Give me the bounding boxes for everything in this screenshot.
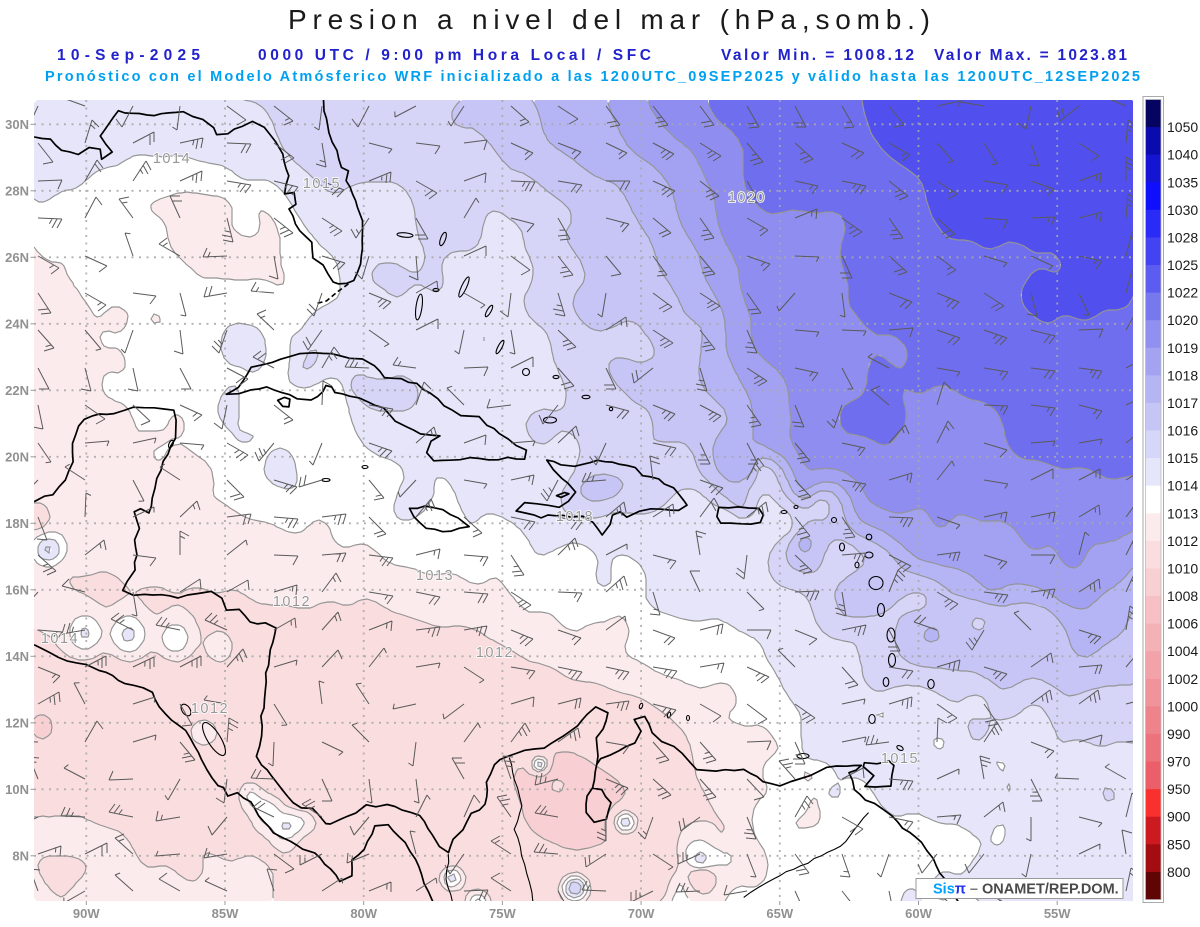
svg-text:30N: 30N — [5, 117, 29, 132]
svg-text:1004: 1004 — [1167, 643, 1198, 659]
svg-text:Presion a nivel del mar (hPa,s: Presion a nivel del mar (hPa,somb.) — [288, 4, 930, 35]
svg-text:75W: 75W — [489, 906, 516, 921]
svg-text:14N: 14N — [5, 649, 29, 664]
svg-text:1018: 1018 — [556, 509, 594, 525]
svg-text:1018: 1018 — [1167, 367, 1198, 383]
svg-text:1022: 1022 — [1167, 285, 1198, 301]
svg-text:1015: 1015 — [303, 176, 341, 192]
svg-text:970: 970 — [1167, 754, 1191, 770]
svg-text:1015: 1015 — [881, 751, 919, 767]
svg-text:24N: 24N — [5, 316, 29, 331]
svg-text:1014: 1014 — [153, 151, 191, 167]
svg-text:1012: 1012 — [476, 645, 514, 661]
svg-text:1017: 1017 — [1167, 395, 1198, 411]
svg-text:Valor Max. = 1023.81: Valor Max. = 1023.81 — [934, 47, 1127, 64]
svg-text:12N: 12N — [5, 715, 29, 730]
svg-text:28N: 28N — [5, 183, 29, 198]
svg-text:1000: 1000 — [1167, 698, 1198, 714]
svg-text:1019: 1019 — [1167, 340, 1198, 356]
svg-text:20N: 20N — [5, 449, 29, 464]
svg-text:60W: 60W — [905, 906, 932, 921]
svg-text:1028: 1028 — [1167, 229, 1198, 245]
svg-text:Sisπ – ONAMET/REP.DOM.: Sisπ – ONAMET/REP.DOM. — [933, 882, 1119, 898]
svg-text:1035: 1035 — [1167, 174, 1198, 190]
svg-text:1040: 1040 — [1167, 147, 1198, 163]
svg-text:1006: 1006 — [1167, 616, 1198, 632]
svg-text:10-Sep-2025: 10-Sep-2025 — [57, 47, 200, 64]
svg-text:990: 990 — [1167, 726, 1191, 742]
svg-text:1012: 1012 — [191, 701, 229, 717]
svg-text:1030: 1030 — [1167, 202, 1198, 218]
svg-text:1012: 1012 — [273, 594, 311, 610]
svg-text:850: 850 — [1167, 836, 1191, 852]
svg-text:1020: 1020 — [728, 190, 766, 206]
svg-text:18N: 18N — [5, 516, 29, 531]
svg-text:16N: 16N — [5, 582, 29, 597]
svg-text:1010: 1010 — [1167, 561, 1198, 577]
svg-text:1013: 1013 — [1167, 505, 1198, 521]
svg-text:Valor Min. = 1008.12: Valor Min. = 1008.12 — [721, 47, 914, 64]
svg-text:65W: 65W — [766, 906, 793, 921]
svg-text:1015: 1015 — [1167, 450, 1198, 466]
svg-text:10N: 10N — [5, 782, 29, 797]
svg-text:800: 800 — [1167, 864, 1191, 880]
svg-text:1008: 1008 — [1167, 588, 1198, 604]
svg-text:8N: 8N — [12, 848, 29, 863]
svg-text:900: 900 — [1167, 809, 1191, 825]
svg-text:1025: 1025 — [1167, 257, 1198, 273]
svg-text:1016: 1016 — [1167, 423, 1198, 439]
svg-text:90W: 90W — [73, 906, 100, 921]
svg-text:1012: 1012 — [1167, 533, 1198, 549]
svg-text:1002: 1002 — [1167, 671, 1198, 687]
svg-text:26N: 26N — [5, 250, 29, 265]
svg-text:80W: 80W — [350, 906, 377, 921]
svg-text:85W: 85W — [212, 906, 239, 921]
svg-text:1014: 1014 — [41, 631, 79, 647]
svg-text:22N: 22N — [5, 383, 29, 398]
svg-text:70W: 70W — [628, 906, 655, 921]
svg-text:1020: 1020 — [1167, 312, 1198, 328]
svg-text:1050: 1050 — [1167, 119, 1198, 135]
svg-text:1013: 1013 — [416, 568, 454, 584]
svg-text:0000 UTC / 9:00 pm Hora Local: 0000 UTC / 9:00 pm Hora Local / SFC — [258, 47, 651, 64]
svg-text:1014: 1014 — [1167, 478, 1198, 494]
svg-text:55W: 55W — [1044, 906, 1071, 921]
svg-text:950: 950 — [1167, 781, 1191, 797]
